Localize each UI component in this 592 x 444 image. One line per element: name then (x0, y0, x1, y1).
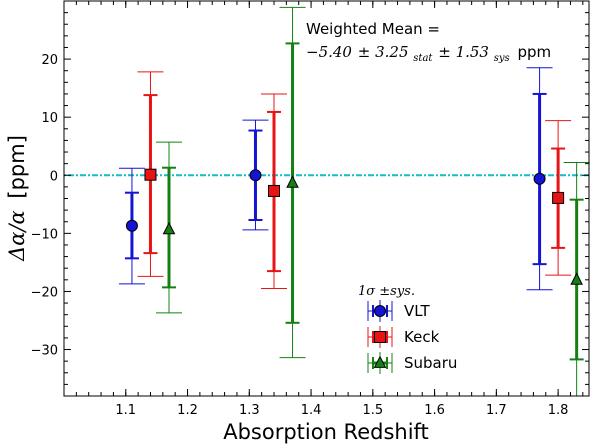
legend: 1σ ±sys. VLT Keck Subaru (358, 284, 457, 374)
y-axis-symbol: Δα/α (5, 210, 29, 262)
data-point-marker (249, 169, 262, 182)
annotation-stat-sub: stat (413, 53, 433, 64)
x-tick-label: 1.2 (177, 403, 198, 418)
x-tick-label: 1.1 (115, 403, 136, 418)
data-point (545, 120, 572, 276)
x-axis: 1.1 1.2 1.3 1.4 1.5 1.6 1.7 1.8 (63, 1, 584, 418)
annotation-pm-stat: ± (358, 43, 371, 61)
data-point (563, 161, 590, 397)
data-point (526, 67, 553, 291)
data-point-marker (374, 305, 386, 317)
x-tick-label: 1.7 (486, 403, 507, 418)
y-tick-label: 20 (41, 53, 58, 68)
legend-entry-keck: Keck (367, 326, 440, 348)
data-point-marker (533, 172, 546, 185)
annotation-stat: 3.25 (375, 43, 408, 61)
data-point (279, 6, 306, 359)
x-tick-label: 1.5 (362, 403, 383, 418)
data-point-marker (125, 219, 138, 232)
annotation-sys: 1.53 (456, 43, 489, 61)
y-tick-label: 10 (41, 111, 58, 126)
legend-label: Keck (404, 328, 440, 346)
data-point-marker (286, 175, 299, 188)
x-axis-label: Absorption Redshift (223, 420, 429, 444)
annotation-line2: −5.40 ± 3.25 stat ± 1.53 sys ppm (306, 43, 551, 65)
svg-text:Δα/α [ppm]: Δα/α [ppm] (5, 135, 29, 262)
annotation-unit: ppm (517, 43, 551, 61)
data-point (261, 93, 287, 290)
y-tick-label: −30 (31, 344, 58, 359)
x-tick-label: 1.6 (424, 403, 445, 418)
data-point-marker (144, 168, 157, 181)
data-point-marker (162, 221, 176, 235)
y-tick-label: −20 (31, 285, 58, 300)
x-tick-label: 1.4 (301, 403, 322, 418)
y-axis-unit: [ppm] (5, 135, 29, 199)
legend-entry-subaru: Subaru (367, 352, 457, 374)
legend-label: Subaru (404, 354, 457, 372)
data-point-marker (374, 331, 386, 343)
series-subaru (156, 6, 590, 397)
data-point-marker (268, 184, 280, 197)
x-tick-label: 1.8 (548, 403, 569, 418)
legend-title: 1σ ±sys. (358, 284, 415, 299)
weighted-mean-annotation: Weighted Mean = −5.40 ± 3.25 stat ± 1.53… (306, 20, 551, 65)
legend-entry-vlt: VLT (367, 300, 431, 322)
annotation-sys-sub: sys (494, 53, 510, 64)
y-tick-label: 0 (50, 169, 58, 184)
data-point (156, 141, 182, 314)
series-keck (137, 71, 572, 290)
data-point-marker (570, 272, 583, 285)
data-point-marker (552, 191, 565, 204)
y-axis: −30 −20 −10 0 10 20 (31, 12, 589, 385)
data-point (242, 119, 269, 231)
annotation-pm-sys: ± (438, 43, 451, 61)
annotation-value: −5.40 (306, 43, 352, 61)
annotation-line1: Weighted Mean = (306, 20, 440, 38)
y-tick-label: −10 (31, 227, 58, 242)
series-vlt (118, 67, 553, 291)
plot-area (64, 6, 590, 397)
data-point-marker (373, 355, 387, 368)
x-tick-label: 1.3 (239, 403, 260, 418)
y-axis-label: Δα/α [ppm] (5, 135, 29, 262)
data-point (118, 167, 145, 285)
data-point (137, 71, 164, 277)
legend-label: VLT (404, 302, 431, 320)
